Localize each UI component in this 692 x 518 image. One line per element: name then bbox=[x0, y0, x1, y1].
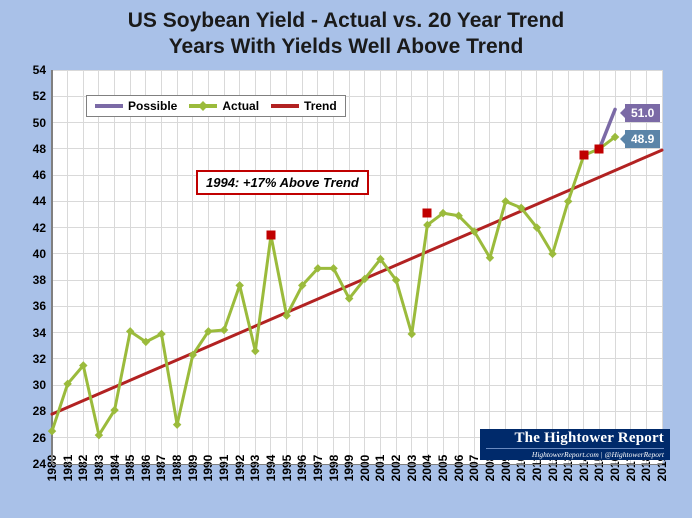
highlight-marker bbox=[595, 144, 604, 153]
legend-label: Possible bbox=[128, 99, 177, 113]
ytick: 36 bbox=[33, 299, 46, 313]
legend-label: Actual bbox=[222, 99, 259, 113]
ytick: 44 bbox=[33, 194, 46, 208]
ytick: 34 bbox=[33, 326, 46, 340]
ytick: 52 bbox=[33, 89, 46, 103]
attribution-sub: HightowerReport.com | @HightowerReport bbox=[486, 448, 664, 459]
attribution-main: The Hightower Report bbox=[486, 430, 664, 447]
value-callout: 48.9 bbox=[625, 130, 660, 148]
ytick: 38 bbox=[33, 273, 46, 287]
title-line-2: Years With Yields Well Above Trend bbox=[0, 34, 692, 60]
chart-titles: US Soybean Yield - Actual vs. 20 Year Tr… bbox=[0, 8, 692, 61]
attribution-box: The Hightower Report HightowerReport.com… bbox=[480, 429, 670, 460]
ytick: 46 bbox=[33, 168, 46, 182]
ytick: 42 bbox=[33, 221, 46, 235]
highlight-marker bbox=[579, 151, 588, 160]
legend-label: Trend bbox=[304, 99, 337, 113]
ytick: 28 bbox=[33, 404, 46, 418]
legend: Possible Actual Trend bbox=[86, 95, 346, 117]
annotation-1994: 1994: +17% Above Trend bbox=[196, 170, 369, 195]
ytick: 54 bbox=[33, 63, 46, 77]
plot-area: 2426283032343638404244464850525419801981… bbox=[52, 70, 662, 464]
legend-item: Possible bbox=[95, 99, 177, 113]
chart-container: US Soybean Yield - Actual vs. 20 Year Tr… bbox=[0, 0, 692, 518]
annotation-text: 1994: +17% Above Trend bbox=[206, 175, 359, 190]
ytick: 26 bbox=[33, 431, 46, 445]
ytick: 32 bbox=[33, 352, 46, 366]
ytick: 40 bbox=[33, 247, 46, 261]
value-callout: 51.0 bbox=[625, 104, 660, 122]
legend-item: Actual bbox=[189, 99, 259, 113]
highlight-marker bbox=[266, 231, 275, 240]
ytick: 50 bbox=[33, 116, 46, 130]
ytick: 24 bbox=[33, 457, 46, 471]
ytick: 30 bbox=[33, 378, 46, 392]
legend-item: Trend bbox=[271, 99, 337, 113]
ytick: 48 bbox=[33, 142, 46, 156]
highlight-marker bbox=[423, 209, 432, 218]
title-line-1: US Soybean Yield - Actual vs. 20 Year Tr… bbox=[0, 8, 692, 34]
